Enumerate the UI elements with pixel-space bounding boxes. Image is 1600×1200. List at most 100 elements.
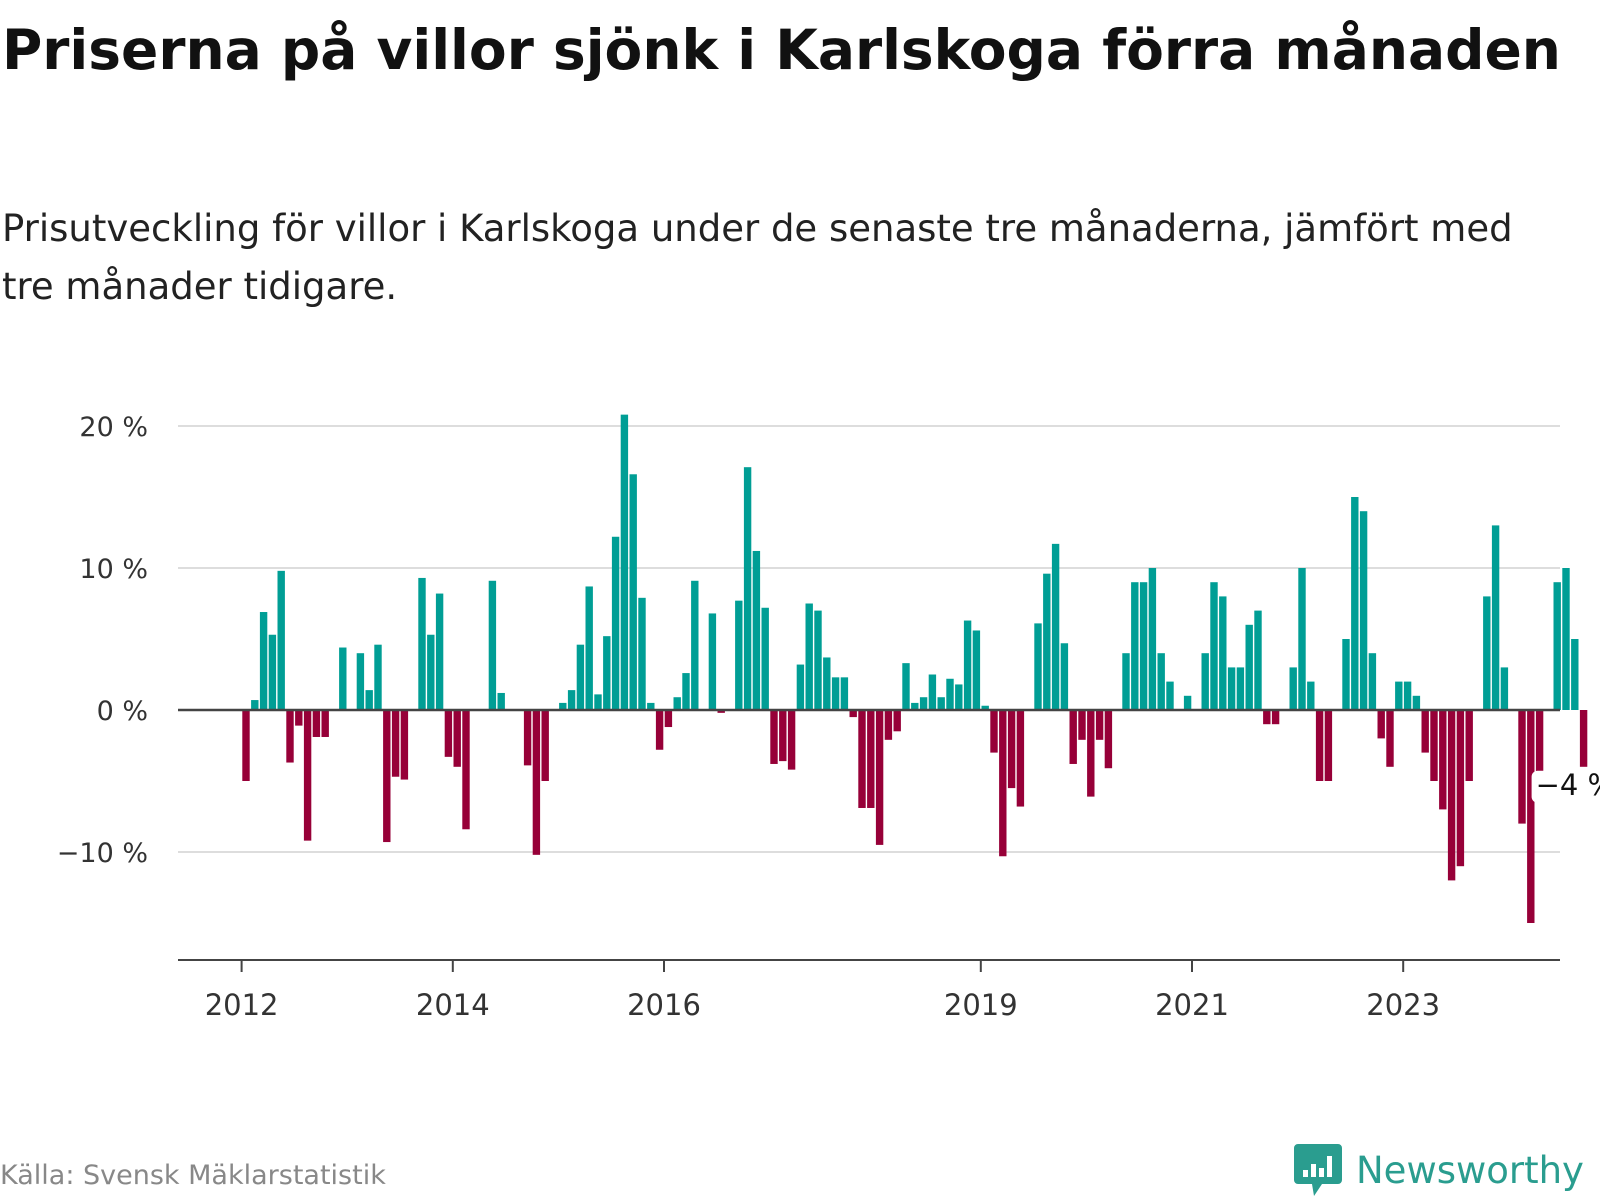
bar	[1034, 623, 1042, 710]
chart-subtitle: Prisutveckling för villor i Karlskoga un…	[2, 207, 1513, 308]
bar	[647, 702, 655, 710]
bar	[867, 710, 875, 808]
bar	[902, 663, 910, 710]
bar	[1245, 624, 1253, 710]
bar	[462, 710, 470, 830]
bar	[673, 697, 681, 710]
bar	[321, 710, 329, 737]
bar	[664, 710, 673, 728]
bar	[1219, 596, 1227, 710]
bar	[1403, 681, 1412, 710]
newsworthy-logo: Newsworthy	[1292, 1142, 1584, 1198]
bar	[893, 710, 901, 732]
bar	[1342, 639, 1350, 710]
bar	[1386, 710, 1394, 767]
bar	[497, 692, 505, 710]
bar	[629, 474, 637, 710]
bar	[1148, 568, 1157, 710]
bar	[1579, 710, 1588, 767]
bar	[1315, 710, 1324, 781]
bar	[1043, 573, 1051, 710]
newsworthy-logo-text: Newsworthy	[1356, 1148, 1584, 1192]
bar	[981, 705, 989, 710]
x-tick-label: 2021	[1155, 988, 1229, 1020]
bar	[919, 697, 928, 710]
bar	[611, 536, 620, 710]
bar	[444, 710, 453, 757]
bar	[576, 644, 585, 710]
bar	[620, 414, 629, 710]
bar	[1351, 497, 1359, 710]
bar	[1095, 710, 1104, 740]
bar	[1439, 710, 1447, 810]
bar	[427, 634, 435, 710]
bar	[488, 580, 497, 710]
y-tick-label: 0 %	[97, 696, 148, 727]
bar	[990, 710, 998, 753]
bar	[1527, 710, 1535, 923]
bar	[1324, 710, 1333, 781]
bar	[1500, 667, 1509, 710]
bar	[1087, 710, 1095, 797]
bar	[559, 702, 567, 710]
bar	[937, 697, 945, 710]
bar	[374, 644, 382, 710]
bar	[1051, 543, 1060, 710]
bar	[1210, 582, 1218, 710]
bar	[884, 710, 893, 740]
bar	[277, 570, 285, 710]
bar	[911, 702, 919, 710]
bar	[356, 653, 365, 710]
bar	[999, 710, 1007, 857]
bar	[1421, 710, 1429, 753]
bar	[295, 710, 303, 726]
bar	[391, 710, 400, 777]
bar	[743, 467, 752, 710]
bar	[946, 678, 954, 710]
x-tick-label: 2019	[944, 988, 1018, 1020]
bar	[963, 620, 972, 710]
bar	[339, 647, 347, 710]
bar	[1368, 653, 1377, 710]
bar	[638, 597, 646, 710]
bar	[567, 690, 576, 710]
bar	[286, 710, 294, 763]
bar	[603, 636, 611, 710]
bar	[1078, 710, 1086, 740]
bar	[1007, 710, 1016, 789]
bar	[585, 586, 593, 710]
bar	[532, 710, 541, 855]
bar	[831, 677, 840, 710]
bar	[1016, 710, 1025, 807]
data-label: −4 %	[1536, 768, 1600, 802]
bar	[594, 694, 602, 710]
chart-title: Priserna på villor sjönk i Karlskoga för…	[2, 18, 1561, 82]
bar	[1183, 695, 1192, 710]
x-tick-label: 2023	[1366, 988, 1440, 1020]
data-label-background	[1531, 770, 1600, 803]
bar	[251, 700, 259, 710]
bar	[400, 710, 409, 780]
y-tick-label: −10 %	[57, 838, 148, 869]
bar	[1483, 596, 1491, 710]
bar	[1430, 710, 1438, 781]
bar	[1060, 643, 1069, 710]
bar	[805, 603, 813, 710]
bar	[1069, 710, 1077, 764]
bar	[365, 690, 373, 710]
bar	[541, 710, 549, 781]
y-tick-label: 20 %	[79, 412, 148, 443]
x-tick-label: 2016	[627, 988, 701, 1020]
bar	[1307, 681, 1315, 710]
bar	[1104, 710, 1113, 769]
bar	[259, 612, 268, 710]
newsworthy-bar-chart-icon	[1294, 1144, 1342, 1196]
bar	[1131, 582, 1139, 710]
bar	[1395, 681, 1403, 710]
bar	[1166, 681, 1174, 710]
bar	[1447, 710, 1456, 881]
bar	[268, 634, 277, 710]
bar	[1553, 582, 1561, 710]
bar	[770, 710, 778, 764]
bar	[1122, 653, 1130, 710]
